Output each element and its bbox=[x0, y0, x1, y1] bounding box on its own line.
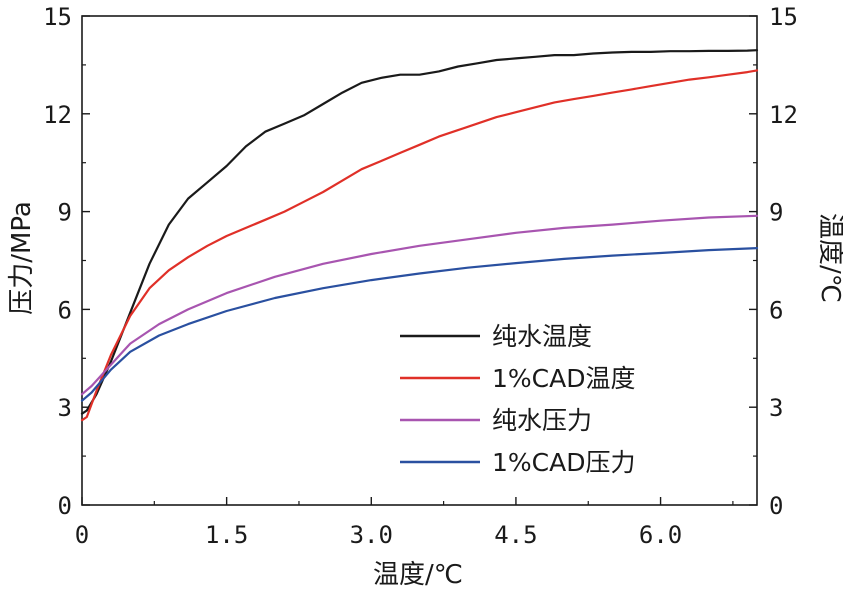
y-right-tick-label: 6 bbox=[769, 296, 783, 324]
series-line-1 bbox=[80, 49, 759, 415]
y-right-tick-label: 15 bbox=[769, 3, 798, 31]
series-line-3 bbox=[80, 214, 759, 396]
y-left-axis-ticks: 0 3 6 9 12 15 bbox=[43, 3, 90, 520]
legend-label-2: 1%CAD温度 bbox=[492, 364, 635, 393]
y-left-tick-label: 6 bbox=[58, 296, 72, 324]
x-tick-label: 0 bbox=[75, 521, 89, 549]
y-right-tick-label: 0 bbox=[769, 492, 783, 520]
y-left-tick-label: 0 bbox=[58, 492, 72, 520]
y-left-tick-label: 12 bbox=[43, 101, 72, 129]
y-right-axis-ticks: 0 3 6 9 12 15 bbox=[749, 3, 798, 520]
series-line-4 bbox=[80, 247, 759, 402]
x-tick-label: 1.5 bbox=[205, 521, 248, 549]
x-axis-ticks: 0 1.5 3.0 4.5 6.0 bbox=[75, 497, 734, 549]
x-tick-label: 3.0 bbox=[350, 521, 393, 549]
series-lines bbox=[80, 49, 759, 422]
legend-label-1: 纯水温度 bbox=[492, 322, 592, 351]
legend-label-3: 纯水压力 bbox=[492, 406, 592, 435]
y-right-tick-label: 9 bbox=[769, 199, 783, 227]
y-left-tick-label: 3 bbox=[58, 394, 72, 422]
y-right-tick-label: 3 bbox=[769, 394, 783, 422]
y-left-tick-label: 9 bbox=[58, 199, 72, 227]
y-right-axis-title: 温度/℃ bbox=[815, 213, 843, 303]
y-left-axis-title: 压力/MPa bbox=[7, 201, 37, 315]
x-tick-label: 4.5 bbox=[494, 521, 537, 549]
x-axis-title: 温度/℃ bbox=[373, 560, 463, 590]
y-left-tick-label: 15 bbox=[43, 3, 72, 31]
series-line-2 bbox=[80, 69, 759, 422]
y-right-tick-label: 12 bbox=[769, 101, 798, 129]
x-tick-label: 6.0 bbox=[639, 521, 682, 549]
legend-label-4: 1%CAD压力 bbox=[492, 448, 635, 477]
